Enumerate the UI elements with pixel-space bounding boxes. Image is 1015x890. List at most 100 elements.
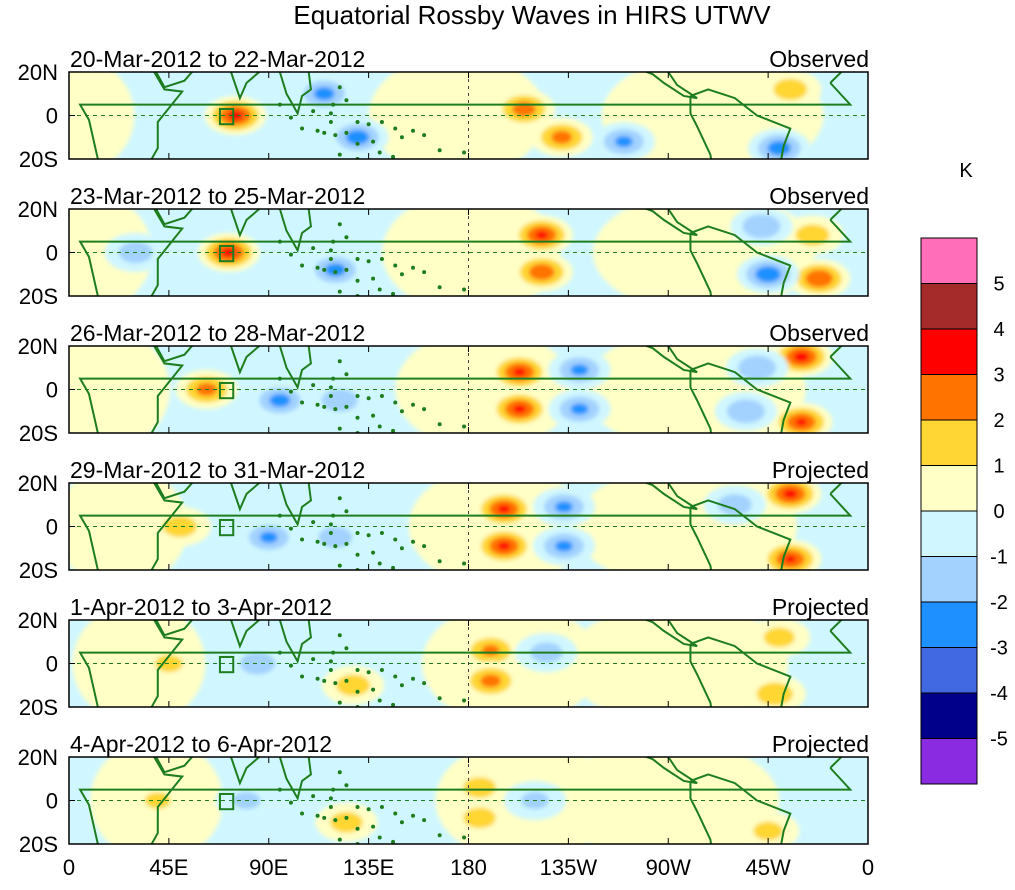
x-tick-label: 135W bbox=[540, 855, 598, 880]
panel-status: Observed bbox=[769, 46, 869, 72]
anomaly-contour bbox=[756, 682, 793, 706]
coastlines bbox=[78, 620, 853, 707]
colorbar-swatch bbox=[920, 738, 978, 785]
panel-status: Projected bbox=[772, 457, 869, 483]
anomaly-contour bbox=[795, 224, 830, 246]
anomaly-contour bbox=[481, 644, 500, 657]
anomaly-field bbox=[148, 483, 822, 570]
colorbar-level-label: 4 bbox=[993, 319, 1004, 341]
panel-1: 20N 0 20S 20-Mar-2012 to 22-Mar-2012 Observe… bbox=[18, 46, 869, 172]
x-axis: 0 45E 90E 135E 180 135W 90W 45W 0 bbox=[63, 855, 874, 880]
colorbar-level-label: 2 bbox=[993, 410, 1004, 432]
anomaly-contour bbox=[614, 136, 633, 148]
y-tick-label: 20N bbox=[18, 608, 58, 633]
coastlines bbox=[78, 346, 853, 433]
anomaly-contour bbox=[793, 351, 810, 362]
x-tick-label: 135E bbox=[343, 855, 394, 880]
panel-2: 20N 0 20S 23-Mar-2012 to 25-Mar-2012 Observe… bbox=[18, 183, 869, 309]
x-tick-label: 90E bbox=[249, 855, 288, 880]
anomaly-contour bbox=[528, 264, 555, 281]
anomaly-contour bbox=[763, 627, 795, 648]
colorbar-swatch bbox=[920, 692, 978, 739]
y-tick-label: 0 bbox=[46, 652, 58, 677]
anomaly-contour bbox=[163, 515, 197, 538]
colorbar-swatch bbox=[920, 465, 978, 512]
anomaly-contour bbox=[570, 364, 589, 376]
anomaly-contour bbox=[773, 78, 808, 101]
panel-4: 20N 0 20S 29-Mar-2012 to 31-Mar-2012 Project… bbox=[18, 457, 869, 583]
colorbar-level-label: -5 bbox=[990, 729, 1008, 751]
anomaly-contour bbox=[805, 269, 833, 288]
panel-date-range: 20-Mar-2012 to 22-Mar-2012 bbox=[70, 46, 365, 72]
y-tick-label: 20N bbox=[18, 471, 58, 496]
panel-3: 20N 0 20S 26-Mar-2012 to 28-Mar-2012 Observe… bbox=[18, 320, 869, 446]
anomaly-contour bbox=[535, 230, 549, 240]
region-box bbox=[218, 655, 235, 674]
colorbar-unit-label: K bbox=[959, 160, 973, 182]
anomaly-contour bbox=[345, 129, 370, 145]
anomaly-field bbox=[137, 620, 811, 707]
anomaly-contour bbox=[259, 531, 278, 543]
anomaly-contour bbox=[227, 110, 244, 121]
y-tick-label: 20N bbox=[18, 745, 58, 770]
colorbar-level-label: -1 bbox=[990, 547, 1008, 569]
anomaly-contour bbox=[313, 87, 335, 101]
colorbar-swatch bbox=[920, 419, 978, 466]
x-tick-label: 45E bbox=[149, 855, 188, 880]
y-tick-label: 20N bbox=[18, 334, 58, 359]
anomaly-contour bbox=[318, 526, 353, 549]
chart-title: Equatorial Rossby Waves in HIRS UTWV bbox=[293, 0, 771, 30]
region-box bbox=[218, 244, 235, 263]
anomaly-contour bbox=[513, 404, 527, 414]
colorbar-swatch bbox=[920, 283, 978, 330]
anomaly-contour bbox=[783, 489, 798, 499]
panel-date-range: 29-Mar-2012 to 31-Mar-2012 bbox=[70, 457, 365, 483]
anomaly-contour bbox=[784, 555, 797, 563]
background-swath bbox=[368, 72, 547, 159]
anomaly-contour bbox=[551, 130, 573, 144]
anomaly-contour bbox=[753, 821, 783, 841]
anomaly-contour bbox=[497, 541, 511, 551]
colorbar-level-label: -2 bbox=[990, 592, 1008, 614]
panels-group: 20N 0 20S 20-Mar-2012 to 22-Mar-2012 Observe… bbox=[18, 46, 869, 857]
panel-date-range: 26-Mar-2012 to 28-Mar-2012 bbox=[70, 320, 365, 346]
coastlines bbox=[78, 72, 853, 159]
region-box bbox=[218, 381, 235, 400]
panel-status: Projected bbox=[772, 731, 869, 757]
anomaly-field bbox=[204, 72, 822, 159]
colorbar-level-label: -4 bbox=[990, 683, 1008, 705]
y-tick-label: 20S bbox=[19, 421, 58, 446]
y-tick-label: 0 bbox=[46, 104, 58, 129]
y-tick-label: 20N bbox=[18, 60, 58, 85]
anomaly-contour bbox=[767, 140, 791, 156]
panel-date-range: 4-Apr-2012 to 6-Apr-2012 bbox=[70, 731, 332, 757]
y-tick-label: 0 bbox=[46, 789, 58, 814]
colorbar-swatch bbox=[920, 237, 978, 284]
colorbar-level-label: -3 bbox=[990, 638, 1008, 660]
x-tick-label: 90W bbox=[646, 855, 691, 880]
colorbar: K 5 4 3 2 1 0 -1 -2 -3 -4 -5 bbox=[920, 160, 1008, 785]
anomaly-contour bbox=[755, 266, 781, 283]
colorbar-swatch bbox=[920, 328, 978, 375]
panel-6: 20N 0 20S 4-Apr-2012 to 6-Apr-2012 Projected bbox=[18, 731, 869, 857]
coastlines bbox=[78, 483, 853, 570]
y-tick-label: 20S bbox=[19, 695, 58, 720]
anomaly-contour bbox=[497, 504, 511, 514]
panel-status: Observed bbox=[769, 183, 869, 209]
x-tick-label: 0 bbox=[63, 855, 75, 880]
colorbar-level-label: 1 bbox=[993, 456, 1004, 478]
anomaly-contour bbox=[555, 501, 573, 513]
y-tick-label: 20S bbox=[19, 832, 58, 857]
anomaly-contour bbox=[570, 403, 589, 415]
y-tick-label: 20S bbox=[19, 558, 58, 583]
anomaly-contour bbox=[463, 807, 496, 829]
panel-date-range: 23-Mar-2012 to 25-Mar-2012 bbox=[70, 183, 365, 209]
coastlines bbox=[78, 209, 853, 296]
coastlines bbox=[78, 757, 853, 844]
colorbar-swatch bbox=[920, 601, 978, 648]
anomaly-contour bbox=[240, 652, 276, 675]
colorbar-swatch bbox=[920, 556, 978, 603]
y-tick-label: 0 bbox=[46, 515, 58, 540]
x-tick-label: 45W bbox=[746, 855, 791, 880]
